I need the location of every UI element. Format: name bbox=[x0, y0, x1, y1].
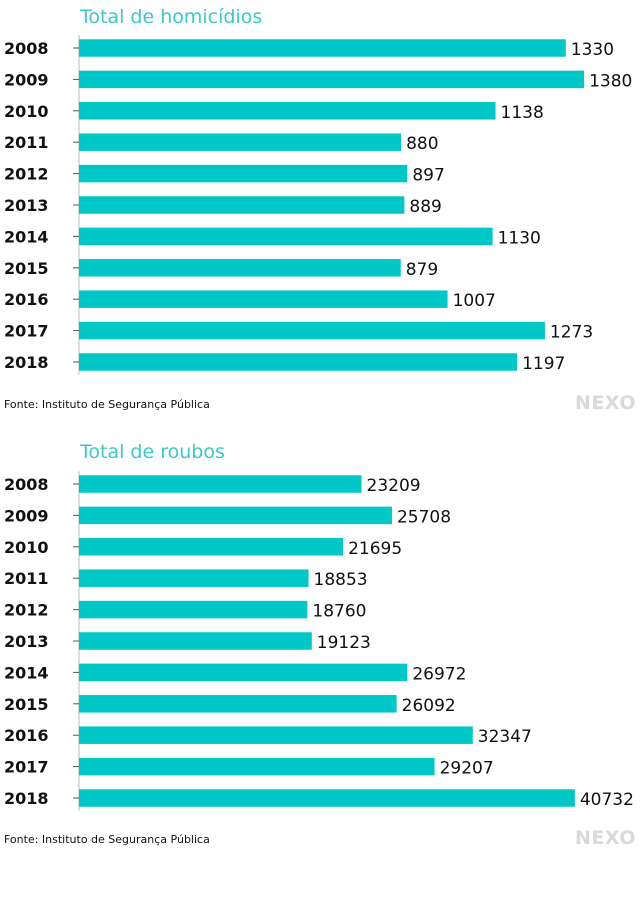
roubos-value-label-2017: 29207 bbox=[440, 759, 494, 779]
homicidios-value-label-2010: 1138 bbox=[501, 103, 544, 123]
roubos-value-label-2009: 25708 bbox=[397, 507, 451, 527]
roubos-bar-2018 bbox=[79, 789, 575, 807]
roubos-year-label-2016: 2016 bbox=[4, 726, 49, 745]
roubos-bar-2009 bbox=[79, 506, 392, 525]
homicidios-year-label-2010: 2010 bbox=[4, 102, 49, 121]
homicidios-year-label-2015: 2015 bbox=[4, 259, 49, 278]
roubos-year-label-2011: 2011 bbox=[4, 569, 49, 588]
roubos-year-label-2013: 2013 bbox=[4, 632, 49, 651]
roubos-source-text: Fonte: Instituto de Segurança Pública bbox=[4, 833, 210, 846]
roubos-bar-2013 bbox=[79, 632, 312, 650]
homicidios-value-label-2011: 880 bbox=[406, 134, 438, 154]
roubos-value-label-2013: 19123 bbox=[317, 633, 371, 653]
roubos-value-label-2011: 18853 bbox=[314, 570, 368, 590]
homicidios-bar-2009 bbox=[79, 70, 585, 89]
roubos-chart-title: Total de roubos bbox=[79, 441, 225, 463]
homicidios-source-text: Fonte: Instituto de Segurança Pública bbox=[4, 398, 210, 411]
homicidios-bar-2012 bbox=[79, 164, 408, 183]
roubos-value-label-2018: 40732 bbox=[580, 790, 634, 810]
homicidios-bar-2015 bbox=[79, 259, 401, 277]
roubos-year-label-2017: 2017 bbox=[4, 758, 49, 777]
homicidios-year-label-2014: 2014 bbox=[4, 227, 49, 246]
roubos-year-label-2015: 2015 bbox=[4, 695, 49, 714]
roubos-bar-2012 bbox=[79, 600, 308, 619]
roubos-value-label-2012: 18760 bbox=[312, 602, 366, 622]
homicidios-bar-2008 bbox=[79, 39, 566, 57]
homicidios-nexo-logo: NEXO bbox=[575, 392, 636, 414]
homicidios-year-label-2009: 2009 bbox=[4, 70, 49, 89]
roubos-value-label-2015: 26092 bbox=[402, 696, 456, 716]
roubos-bar-2014 bbox=[79, 663, 408, 682]
roubos-value-label-2014: 26972 bbox=[412, 664, 466, 684]
homicidios-value-label-2012: 897 bbox=[412, 166, 444, 186]
homicidios-value-label-2018: 1197 bbox=[522, 354, 565, 374]
roubos-value-label-2010: 21695 bbox=[348, 539, 402, 559]
homicidios-year-label-2013: 2013 bbox=[4, 196, 49, 215]
homicidios-value-label-2015: 879 bbox=[406, 260, 438, 280]
homicidios-bar-2016 bbox=[79, 290, 448, 308]
homicidios-value-label-2013: 889 bbox=[409, 197, 441, 217]
homicidios-chart-title: Total de homicídios bbox=[79, 6, 262, 28]
roubos-year-label-2010: 2010 bbox=[4, 538, 49, 557]
homicidios-bar-2013 bbox=[79, 196, 405, 214]
homicidios-bar-2011 bbox=[79, 133, 402, 151]
roubos-value-label-2008: 23209 bbox=[367, 476, 421, 496]
roubos-bar-2017 bbox=[79, 757, 435, 776]
roubos-value-label-2016: 32347 bbox=[478, 727, 532, 747]
roubos-nexo-logo: NEXO bbox=[575, 827, 636, 849]
homicidios-bar-2010 bbox=[79, 102, 496, 120]
homicidios-value-label-2008: 1330 bbox=[571, 40, 614, 60]
homicidios-year-label-2011: 2011 bbox=[4, 133, 49, 152]
roubos-bar-2016 bbox=[79, 726, 473, 744]
homicidios-value-label-2017: 1273 bbox=[550, 323, 593, 343]
homicidios-year-label-2016: 2016 bbox=[4, 290, 49, 309]
homicidios-chart: Total de homicídios 2008 1330 2009 1380 2010 1… bbox=[4, 6, 636, 414]
homicidios-bar-2017 bbox=[79, 321, 545, 340]
homicidios-year-label-2012: 2012 bbox=[4, 165, 49, 184]
roubos-year-label-2012: 2012 bbox=[4, 601, 49, 620]
homicidios-bar-2018 bbox=[79, 353, 518, 371]
homicidios-year-label-2017: 2017 bbox=[4, 322, 49, 341]
homicidios-year-label-2008: 2008 bbox=[4, 39, 49, 58]
roubos-chart: Total de roubos 2008 23209 2009 25708 2010 216… bbox=[4, 441, 636, 849]
homicidios-value-label-2014: 1130 bbox=[498, 228, 541, 248]
roubos-year-label-2018: 2018 bbox=[4, 789, 49, 808]
roubos-year-label-2009: 2009 bbox=[4, 506, 49, 525]
roubos-year-label-2014: 2014 bbox=[4, 663, 49, 682]
homicidios-year-label-2018: 2018 bbox=[4, 353, 49, 372]
roubos-bar-2008 bbox=[79, 475, 362, 493]
homicidios-value-label-2016: 1007 bbox=[453, 291, 496, 311]
roubos-year-label-2008: 2008 bbox=[4, 475, 49, 494]
roubos-bar-2010 bbox=[79, 538, 344, 556]
roubos-bar-2015 bbox=[79, 695, 397, 713]
roubos-bar-2011 bbox=[79, 569, 309, 587]
homicidios-bar-2014 bbox=[79, 227, 493, 246]
homicidios-value-label-2009: 1380 bbox=[589, 71, 632, 91]
